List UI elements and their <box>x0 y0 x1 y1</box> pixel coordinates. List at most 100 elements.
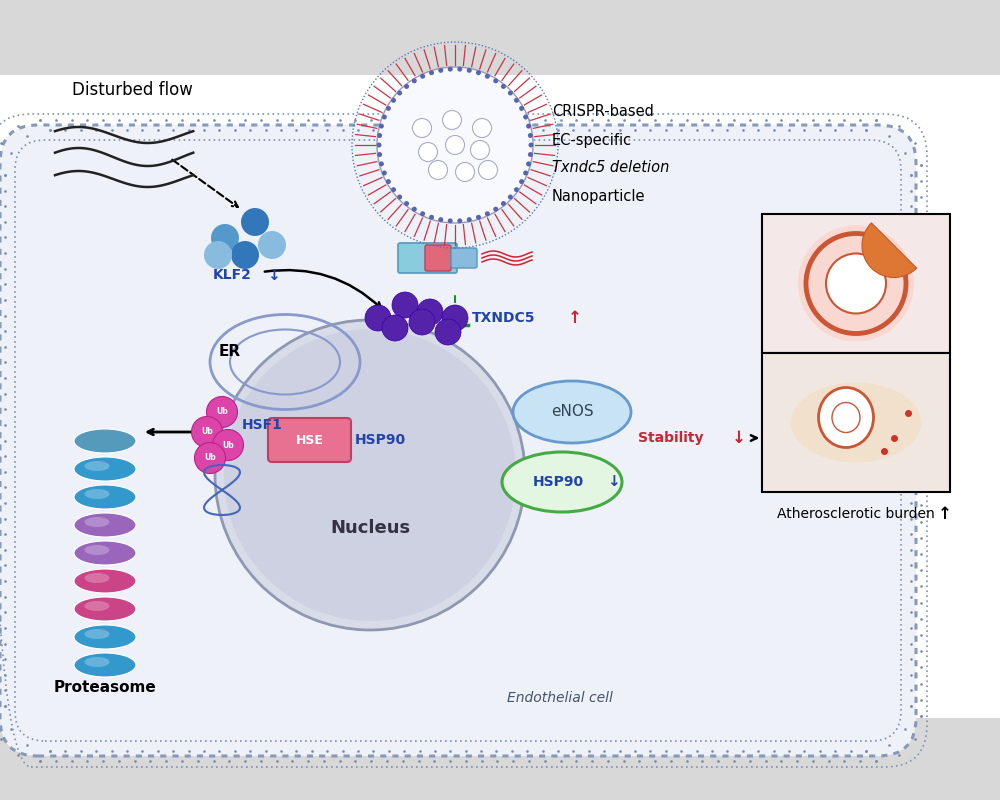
Point <box>0 466 13 478</box>
Circle shape <box>446 135 464 154</box>
Ellipse shape <box>74 569 136 593</box>
Point <box>273 124 289 137</box>
Point <box>907 732 923 745</box>
Point <box>0 699 13 713</box>
Point <box>0 418 3 430</box>
Point <box>504 745 520 758</box>
Point <box>332 114 348 126</box>
Point <box>535 745 551 758</box>
Point <box>903 372 919 385</box>
Wedge shape <box>862 223 917 278</box>
Point <box>726 754 742 767</box>
Point <box>181 745 197 758</box>
Point <box>73 124 89 137</box>
Point <box>0 386 3 398</box>
Circle shape <box>514 187 519 192</box>
Point <box>600 754 616 767</box>
Point <box>473 124 489 137</box>
Point <box>304 124 320 137</box>
Point <box>631 754 647 767</box>
Point <box>253 114 269 126</box>
Text: Ub: Ub <box>216 407 228 417</box>
Point <box>689 124 705 137</box>
Point <box>458 124 474 137</box>
Circle shape <box>471 141 490 159</box>
FancyBboxPatch shape <box>451 248 477 268</box>
Point <box>0 710 3 722</box>
Ellipse shape <box>85 657 110 667</box>
Point <box>458 745 474 758</box>
Point <box>689 745 705 758</box>
Circle shape <box>258 231 286 259</box>
Point <box>742 114 758 126</box>
Text: HSE: HSE <box>296 434 323 446</box>
Ellipse shape <box>791 382 921 462</box>
Point <box>0 497 13 510</box>
Point <box>0 288 3 301</box>
Point <box>913 418 929 430</box>
Point <box>913 370 929 382</box>
Point <box>903 434 919 447</box>
Ellipse shape <box>74 485 136 509</box>
Point <box>903 450 919 462</box>
Point <box>0 272 3 285</box>
Point <box>0 309 13 322</box>
Point <box>237 114 253 126</box>
Point <box>426 114 442 126</box>
Point <box>796 124 812 137</box>
FancyBboxPatch shape <box>0 125 916 756</box>
Point <box>726 114 742 126</box>
Point <box>868 114 884 126</box>
FancyBboxPatch shape <box>268 418 351 462</box>
Point <box>300 754 316 767</box>
Circle shape <box>417 299 443 325</box>
Point <box>913 531 929 544</box>
Point <box>42 124 58 137</box>
Circle shape <box>523 170 528 175</box>
Circle shape <box>382 114 387 119</box>
Point <box>442 114 458 126</box>
Point <box>719 124 735 137</box>
Ellipse shape <box>85 601 110 611</box>
Point <box>913 596 929 609</box>
Circle shape <box>467 217 472 222</box>
Point <box>735 124 751 137</box>
Point <box>903 559 919 572</box>
Circle shape <box>428 161 448 179</box>
Point <box>913 564 929 577</box>
Point <box>442 745 458 758</box>
Point <box>903 574 919 587</box>
Point <box>0 612 3 625</box>
Point <box>596 124 612 137</box>
Circle shape <box>420 211 425 216</box>
Point <box>903 356 919 369</box>
Point <box>913 305 929 318</box>
Point <box>710 754 726 767</box>
Point <box>616 114 632 126</box>
Circle shape <box>798 226 914 342</box>
Point <box>396 745 412 758</box>
Point <box>0 256 3 269</box>
Circle shape <box>448 66 453 72</box>
Text: ↑: ↑ <box>938 505 952 523</box>
Point <box>32 754 48 767</box>
Point <box>537 754 553 767</box>
Circle shape <box>448 218 453 223</box>
Text: EC-specific: EC-specific <box>552 133 632 147</box>
Text: Disturbed flow: Disturbed flow <box>72 81 193 99</box>
Point <box>174 114 190 126</box>
Point <box>242 745 258 758</box>
Point <box>0 158 3 171</box>
Text: HSF1: HSF1 <box>242 418 283 432</box>
Text: ER: ER <box>219 345 241 359</box>
Point <box>273 745 289 758</box>
Point <box>903 169 919 182</box>
Point <box>258 745 274 758</box>
Point <box>897 722 913 735</box>
Point <box>913 694 929 706</box>
Point <box>903 606 919 618</box>
Text: ↑: ↑ <box>568 309 582 327</box>
Point <box>553 754 569 767</box>
Circle shape <box>231 241 259 269</box>
Point <box>458 114 474 126</box>
